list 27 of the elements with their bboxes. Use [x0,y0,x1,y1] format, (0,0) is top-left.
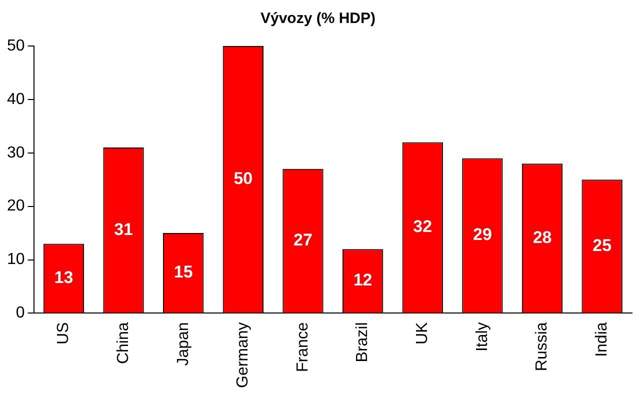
x-tick-label: China [114,322,132,364]
data-label: 32 [413,217,432,236]
y-tick-label: 10 [7,251,25,268]
x-tick-label: UK [414,322,432,344]
data-label: 15 [174,262,193,282]
y-tick-label: 40 [7,90,25,108]
x-tick-label: Germany [234,322,252,388]
x-tick-label: India [593,322,610,357]
data-label: 25 [592,236,612,255]
x-tick-label: Brazil [354,322,372,362]
data-label: 13 [54,268,74,287]
y-tick-label: 30 [7,144,25,162]
x-tick-label: Japan [174,322,192,366]
y-tick-label: 50 [7,37,25,54]
data-label: 28 [532,228,552,247]
data-label: 50 [234,169,253,188]
x-tick-label: Russia [534,322,551,372]
x-tick-label: France [294,322,312,372]
data-label: 31 [114,220,133,239]
data-label: 12 [353,270,372,290]
y-tick-label: 20 [7,198,25,215]
chart-title: Vývozy (% HDP) [260,10,376,28]
data-label: 27 [294,230,312,250]
x-tick-label: Italy [474,322,491,352]
x-tick-label: US [55,322,72,344]
data-label: 29 [472,225,492,244]
y-tick-label: 0 [16,304,25,322]
